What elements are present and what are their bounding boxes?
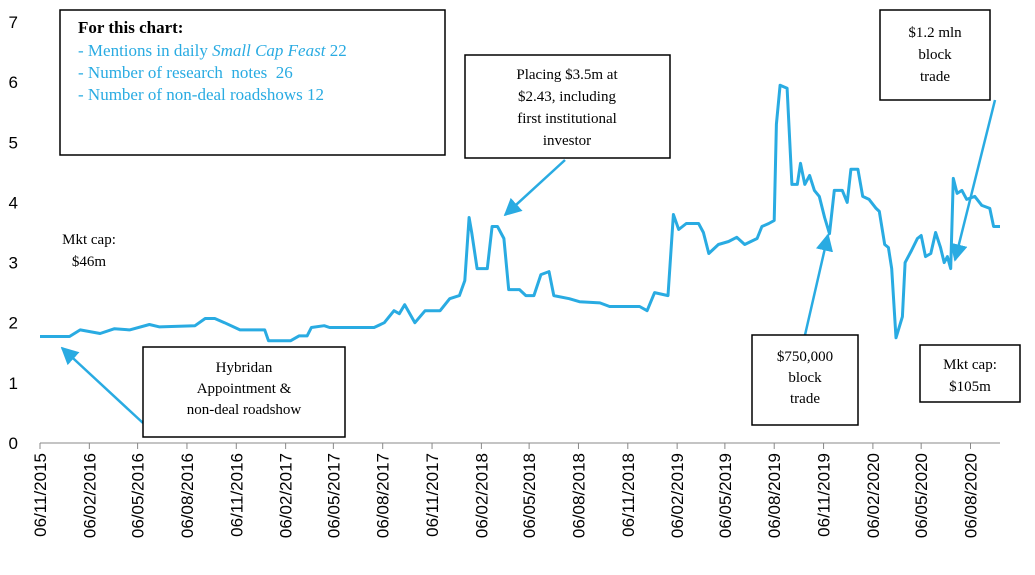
y-tick-label: 7 [9, 13, 18, 32]
note-heading: For this chart: [78, 18, 183, 37]
annotation-arrow [950, 99, 997, 262]
annotation-text: Mkt cap: [62, 232, 116, 248]
x-tick-label: 06/11/2017 [423, 453, 442, 537]
x-tick-label: 06/05/2019 [716, 453, 735, 538]
x-tick-label: 06/02/2016 [80, 453, 99, 538]
note-line: - Number of non-deal roadshows 12 [78, 85, 324, 104]
annotation-arrow [503, 159, 566, 217]
x-tick-label: 06/11/2016 [227, 453, 246, 537]
note-box [59, 9, 446, 156]
annotation-text: block [918, 47, 952, 63]
annotation-arrow [803, 233, 833, 336]
annotation-box [751, 334, 859, 426]
annotation-text: non-deal roadshow [187, 402, 302, 418]
annotation-text: block [788, 370, 822, 386]
note-line: - Number of research notes 26 [78, 63, 293, 82]
annotation-text: investor [543, 133, 591, 149]
x-tick-label: 06/02/2019 [668, 453, 687, 538]
annotation-text: trade [920, 69, 950, 85]
x-tick-label: 06/05/2020 [912, 453, 931, 538]
y-tick-label: 1 [9, 374, 18, 393]
note-text: Small Cap Feast [212, 41, 327, 60]
y-tick-label: 0 [9, 434, 18, 453]
y-tick-label: 5 [9, 133, 18, 152]
x-tick-label: 06/02/2017 [277, 453, 296, 538]
note-line: - Mentions in daily Small Cap Feast 22 [78, 41, 347, 60]
annotation-box [919, 344, 1021, 403]
annotation-text: $105m [949, 379, 991, 395]
annotation-text: $1.2 mln [908, 25, 962, 41]
x-tick-label: 06/05/2017 [324, 453, 343, 538]
x-tick-label: 06/11/2018 [619, 453, 638, 537]
x-tick-label: 06/08/2019 [765, 453, 784, 538]
annotation-text: first institutional [517, 111, 617, 127]
x-tick-label: 06/08/2017 [374, 453, 393, 538]
y-tick-label: 3 [9, 254, 18, 273]
annotation-text: Appointment & [197, 381, 292, 397]
annotation-text: Placing $3.5m at [516, 67, 618, 83]
annotation-text: $46m [72, 254, 107, 270]
annotation-text: $2.43, including [518, 89, 616, 105]
y-tick-label: 4 [9, 193, 18, 212]
x-tick-label: 06/05/2016 [129, 453, 148, 538]
note-text: - Number of non-deal roadshows 12 [78, 85, 324, 104]
annotation-box [464, 54, 671, 159]
x-tick-label: 06/08/2018 [569, 453, 588, 538]
x-tick-label: 06/02/2018 [472, 453, 491, 538]
annotation-text: $750,000 [777, 349, 833, 365]
y-tick-label: 2 [9, 314, 18, 333]
annotation-text: Mkt cap: [943, 357, 997, 373]
annotation-box [142, 346, 346, 438]
y-tick-label: 6 [9, 73, 18, 92]
x-tick-label: 06/02/2020 [864, 453, 883, 538]
x-tick-label: 06/05/2018 [520, 453, 539, 538]
annotation-text: Hybridan [216, 360, 273, 376]
x-tick-label: 06/11/2019 [815, 453, 834, 537]
x-tick-label: 06/08/2016 [178, 453, 197, 538]
note-text: 22 [325, 41, 346, 60]
annotation-text: trade [790, 391, 820, 407]
note-text: - Mentions in daily [78, 41, 212, 60]
price-line [40, 83, 1000, 343]
annotation-box [879, 9, 991, 101]
annotation-arrow [60, 346, 144, 424]
x-tick-label: 06/11/2015 [31, 453, 50, 537]
x-tick-label: 06/08/2020 [962, 453, 981, 538]
note-text: - Number of research notes 26 [78, 63, 293, 82]
